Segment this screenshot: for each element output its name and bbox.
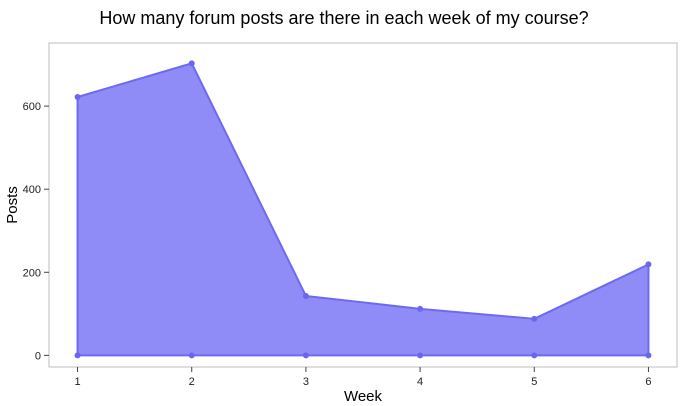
x-axis: 1 2 3 4 5 6 — [74, 367, 652, 388]
data-point — [74, 94, 81, 100]
baseline-point — [531, 352, 538, 359]
data-point — [531, 315, 538, 322]
x-tick-label: 5 — [531, 376, 537, 388]
y-axis-label: Posts — [4, 186, 21, 224]
baseline-point — [302, 352, 309, 359]
x-tick-label: 1 — [74, 376, 80, 388]
y-tick-label: 400 — [23, 184, 41, 196]
data-point — [188, 60, 195, 67]
y-axis: 0 200 400 600 — [23, 101, 49, 362]
x-tick-label: 3 — [303, 376, 309, 388]
y-tick-label: 200 — [23, 267, 41, 279]
y-tick-label: 0 — [35, 350, 41, 362]
data-point — [417, 305, 424, 312]
y-tick-label: 600 — [23, 101, 41, 113]
x-tick-label: 2 — [189, 376, 195, 388]
baseline-point — [645, 352, 652, 359]
x-tick-label: 6 — [645, 376, 651, 388]
data-point — [302, 292, 309, 299]
data-points — [74, 60, 652, 359]
x-tick-label: 4 — [417, 376, 423, 388]
baseline-point — [74, 352, 81, 359]
data-point — [645, 261, 652, 268]
baseline-point — [417, 352, 424, 359]
chart-title: How many forum posts are there in each w… — [99, 8, 588, 28]
baseline-point — [188, 352, 195, 359]
x-axis-label: Week — [344, 388, 383, 405]
